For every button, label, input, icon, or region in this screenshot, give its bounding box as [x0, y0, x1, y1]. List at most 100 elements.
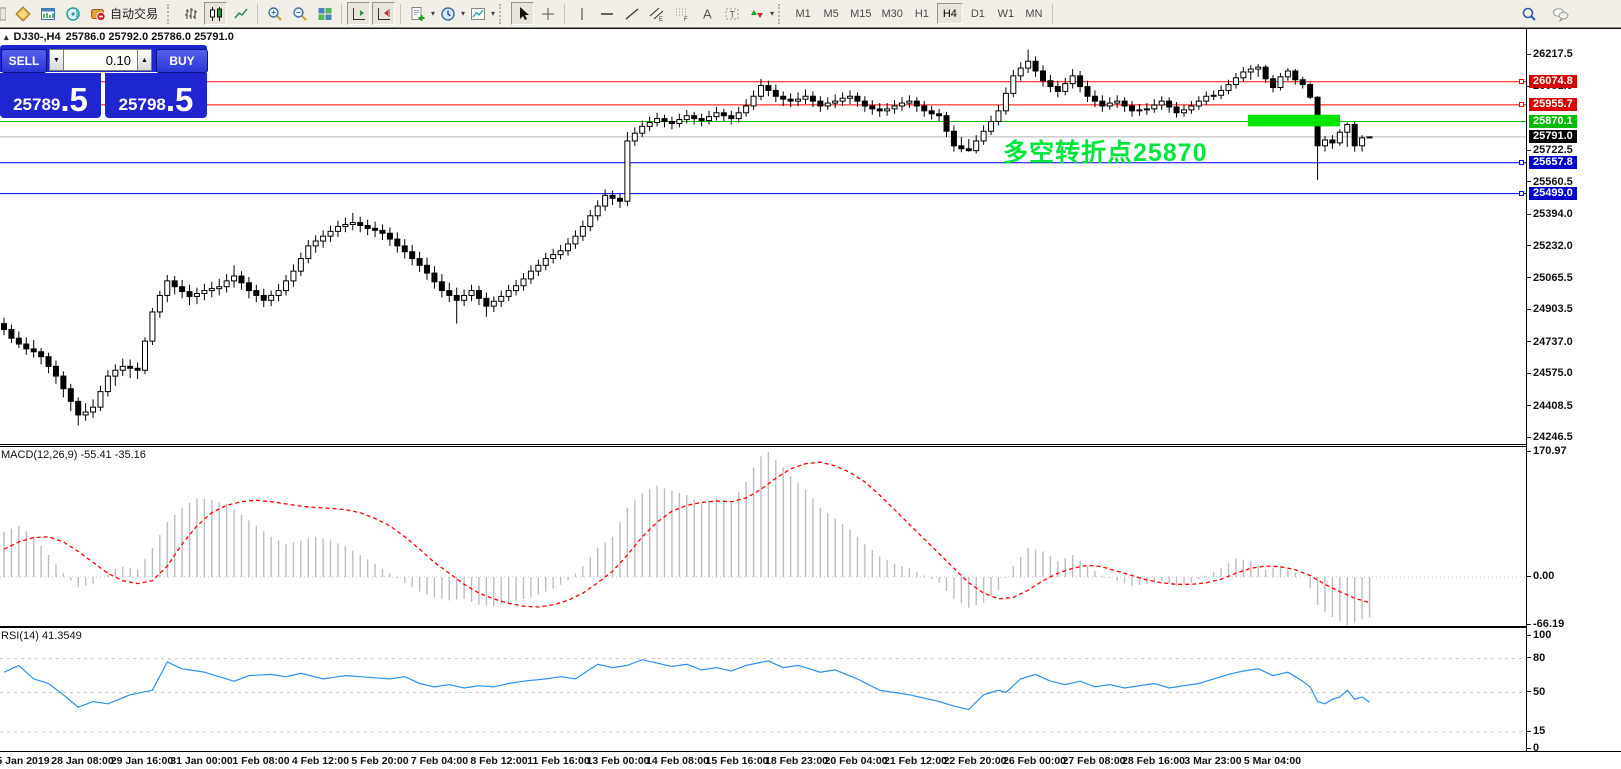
rsi-scale-label: 80 — [1533, 651, 1546, 664]
timeframe-h4[interactable]: H4 — [936, 3, 963, 24]
vertical-line-button[interactable] — [570, 2, 593, 25]
price-tick-label: 25394.0 — [1533, 208, 1573, 221]
zoom-out-button[interactable] — [288, 2, 311, 25]
price-tick-label: 25065.5 — [1533, 271, 1573, 284]
sell-price-display[interactable]: 25789 .5 — [0, 73, 101, 118]
timeframe-m1[interactable]: M1 — [795, 7, 811, 20]
level-line-handle[interactable] — [1519, 102, 1524, 108]
charts-window-button[interactable] — [36, 2, 59, 25]
periods-button[interactable] — [436, 2, 459, 25]
toolbar-grip[interactable] — [778, 3, 786, 24]
autotrade-label: 自动交易 — [110, 7, 159, 21]
axis-tick-mark — [1527, 436, 1531, 438]
chat-button[interactable] — [1549, 2, 1572, 25]
buy-price-display[interactable]: 25798 .5 — [105, 73, 207, 118]
price-level-badge: 25657.8 — [1529, 155, 1577, 169]
timeframe-m30[interactable]: M30 — [881, 7, 903, 20]
price-tick-label: 24408.5 — [1533, 399, 1573, 412]
line-chart-mode-button[interactable] — [229, 2, 252, 25]
text-button[interactable]: A — [695, 2, 718, 25]
auto-scroll-button[interactable] — [372, 2, 396, 25]
autotrade-icon — [91, 8, 106, 21]
price-tick-label: 25232.0 — [1533, 239, 1573, 252]
zoom-in-button[interactable] — [263, 2, 286, 25]
bar-chart-icon — [184, 7, 197, 19]
timeframe-m5[interactable]: M5 — [823, 7, 839, 20]
chart-title: ▴ DJ30-,H4 25786.0 25792.0 25786.0 25791… — [4, 31, 234, 43]
rsi-scale-label: 15 — [1533, 725, 1546, 738]
timeframe-mn[interactable]: MN — [1025, 7, 1043, 20]
level-line-handle[interactable] — [1519, 79, 1524, 85]
chart-window: ▴ DJ30-,H4 25786.0 25792.0 25786.0 25791… — [0, 28, 1621, 769]
text-label-button[interactable]: T — [720, 2, 743, 25]
sell-price-pips: .5 — [60, 81, 88, 118]
sell-button[interactable]: SELL — [1, 49, 47, 73]
lot-increase-button[interactable]: ▲ — [137, 49, 152, 71]
timeframe-d1[interactable]: D1 — [970, 7, 985, 20]
timeframe-h1[interactable]: H1 — [914, 7, 929, 20]
fibonacci-button[interactable]: F — [670, 2, 693, 25]
timeframe-m15[interactable]: M15 — [850, 7, 872, 20]
price-chart-canvas[interactable] — [0, 29, 1526, 444]
search-button[interactable] — [1517, 2, 1540, 25]
lot-size-input[interactable]: 0.10 — [64, 49, 137, 71]
price-tick-label: 25722.5 — [1533, 144, 1573, 157]
axis-tick-mark — [1527, 657, 1531, 659]
macd-scale-label: -66.19 — [1533, 618, 1565, 631]
timeframe-w1[interactable]: W1 — [997, 7, 1015, 20]
price-level-badge: 25791.0 — [1529, 129, 1577, 143]
price-level-badge: 25870.1 — [1529, 114, 1577, 128]
toolbar-separator — [564, 3, 566, 24]
clipped-icon — [0, 2, 9, 25]
level-line-handle[interactable] — [1519, 160, 1524, 166]
buy-button[interactable]: BUY — [156, 49, 208, 73]
search-icon — [1522, 7, 1536, 21]
axis-tick-mark — [1527, 634, 1531, 636]
autotrade-button[interactable]: 自动交易 — [85, 2, 163, 25]
add-indicator-dropdown[interactable]: ▾ — [431, 9, 436, 18]
crosshair-button[interactable] — [536, 2, 559, 25]
macd-scale-label: 170.97 — [1533, 445, 1567, 457]
cursor-button[interactable] — [511, 2, 535, 25]
line-chart-icon — [233, 8, 248, 18]
axis-tick-mark — [1527, 308, 1531, 310]
trendline-button[interactable] — [620, 2, 643, 25]
price-axis[interactable]: 26217.526051.025722.525560.525394.025232… — [1519, 29, 1621, 754]
axis-tick-mark — [1527, 730, 1531, 732]
horizontal-line-button[interactable] — [595, 2, 618, 25]
arrows-button[interactable] — [745, 2, 768, 25]
macd-canvas[interactable] — [0, 447, 1526, 626]
candlestick-mode-button[interactable] — [204, 2, 228, 25]
time-tick-label: 28 Jan 08:00 — [51, 755, 114, 767]
lot-decrease-button[interactable]: ▼ — [49, 49, 64, 71]
template-dropdown[interactable]: ▾ — [491, 9, 496, 18]
new-order-button[interactable] — [11, 2, 34, 25]
trendline-icon — [625, 8, 638, 19]
axis-tick-mark — [1527, 405, 1531, 407]
periods-dropdown[interactable]: ▾ — [461, 9, 466, 18]
add-indicator-button[interactable] — [406, 2, 429, 25]
svg-text:E: E — [659, 17, 663, 22]
toolbar-grip[interactable] — [167, 3, 175, 24]
arrows-dropdown[interactable]: ▾ — [770, 9, 775, 18]
tile-windows-button[interactable] — [313, 2, 336, 25]
toolbar-grip[interactable] — [499, 3, 507, 24]
navigator-icon — [65, 6, 80, 21]
price-pane[interactable]: ▴ DJ30-,H4 25786.0 25792.0 25786.0 25791… — [0, 29, 1526, 445]
macd-pane[interactable]: MACD(12,26,9) -55.41 -35.16 — [0, 446, 1526, 627]
navigator-button[interactable] — [61, 2, 84, 25]
channel-button[interactable]: E — [645, 2, 668, 25]
chart-shift-button[interactable] — [347, 2, 371, 25]
chart-symbol-period: DJ30-,H4 — [13, 31, 61, 43]
bar-chart-mode-button[interactable] — [179, 2, 202, 25]
axis-tick-mark — [1527, 450, 1531, 452]
time-tick-label: 13 Feb 00:00 — [586, 755, 650, 767]
rsi-pane[interactable]: RSI(14) 41.3549 — [0, 627, 1526, 750]
chart-title-icon: ▴ — [4, 31, 9, 42]
template-button[interactable] — [466, 2, 489, 25]
one-click-top-row: SELL ▼ 0.10 ▲ BUY — [0, 45, 208, 73]
time-tick-label: 20 Feb 04:00 — [824, 755, 888, 767]
level-line-handle[interactable] — [1519, 191, 1524, 197]
rsi-canvas[interactable] — [0, 628, 1526, 750]
time-axis[interactable]: 5 Jan 2019 28 Jan 08:00 29 Jan 16:00 31 Jan… — [0, 751, 1621, 769]
